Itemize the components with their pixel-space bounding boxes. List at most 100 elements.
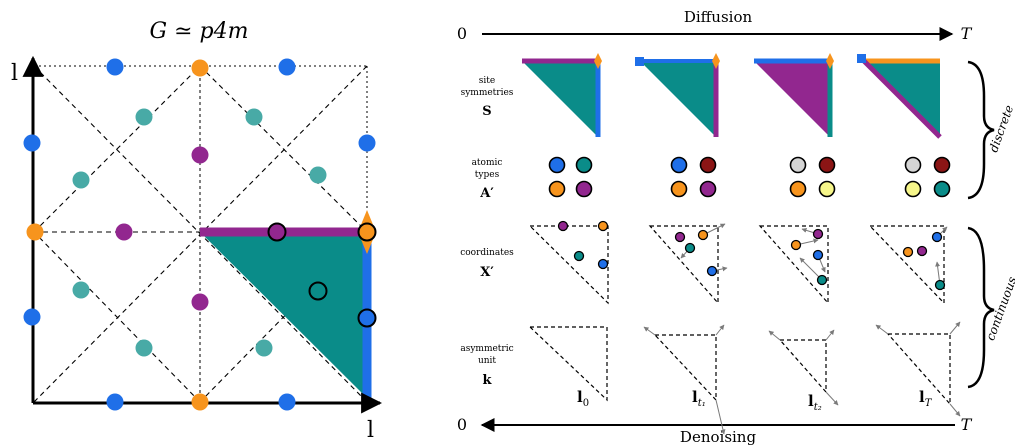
y-axis-label: l xyxy=(11,61,18,86)
row-label-coordinates: coordinates X′ xyxy=(460,248,514,280)
atom-type-orange xyxy=(670,180,688,198)
coordinates-col-1 xyxy=(528,225,609,305)
row-label-asymmetric-unit: asymmetric unit k xyxy=(460,344,513,388)
row-label-atomic-types: atomic types A′ xyxy=(472,158,503,201)
site-symmetry-col-1 xyxy=(522,53,602,137)
atom-type-purple xyxy=(699,180,717,198)
coord-atom-orange xyxy=(902,246,914,258)
coord-atom-purple xyxy=(557,220,569,232)
unit-cell-atom-teal_light xyxy=(72,281,90,299)
cell-diamond-4 xyxy=(33,65,201,233)
unit-cell-atoms xyxy=(23,58,376,411)
coordinate-atoms xyxy=(557,220,946,291)
asym-unit-col-1: l0 xyxy=(528,326,608,409)
coord-atom-purple xyxy=(812,228,824,240)
unit-cell-atom-blue xyxy=(358,134,376,152)
svg-text:S: S xyxy=(482,104,491,119)
asym-atom-orange xyxy=(357,222,377,242)
lattice-label-0: l0 xyxy=(577,388,589,409)
unit-cell-atom-blue xyxy=(278,393,296,411)
coordinates-col-2 xyxy=(648,225,719,305)
unit-cell-atom-blue xyxy=(106,393,124,411)
unit-cell-atom-orange xyxy=(191,59,209,77)
unit-cell-atom-blue xyxy=(23,134,41,152)
top-axis-start: 0 xyxy=(457,24,467,43)
bottom-axis-start: 0 xyxy=(457,415,467,434)
cell-diamond-1 xyxy=(199,65,368,233)
coord-atom-teal xyxy=(934,279,946,291)
coord-atom-purple xyxy=(674,231,686,243)
unit-cell-atom-purple xyxy=(191,293,209,311)
asym-atom-blue xyxy=(357,308,377,328)
unit-cell-atom-teal_light xyxy=(245,108,263,126)
x-axis-label: l xyxy=(367,418,374,443)
asym-unit-col-2: lt₁ xyxy=(643,324,726,435)
cell-diamond-3 xyxy=(33,231,201,403)
coordinates-col-4 xyxy=(868,225,945,305)
atom-type-red xyxy=(933,156,951,174)
unit-cell-atom-blue xyxy=(278,58,296,76)
svg-text:k: k xyxy=(482,373,492,388)
atom-type-teal xyxy=(933,180,951,198)
asymmetric-unit-region xyxy=(200,232,367,398)
atom-type-blue xyxy=(548,156,566,174)
asym-atom-teal xyxy=(308,281,328,301)
svg-text:A′: A′ xyxy=(479,186,494,201)
unit-cell-atom-orange xyxy=(191,393,209,411)
site-symmetry-col-4 xyxy=(857,54,942,139)
svg-text:types: types xyxy=(475,170,500,180)
unit-cell-atom-teal_light xyxy=(255,339,273,357)
continuous-brace xyxy=(967,226,995,389)
svg-text:site: site xyxy=(479,76,495,86)
atom-type-teal xyxy=(575,156,593,174)
atom-type-purple xyxy=(575,180,593,198)
unit-cell-atom-teal_light xyxy=(309,166,327,184)
asym-unit-col-3: lt₂ xyxy=(768,329,839,413)
atom-type-blue xyxy=(670,156,688,174)
coord-atom-orange xyxy=(790,239,802,251)
unit-cell-atom-teal_light xyxy=(135,108,153,126)
coord-atom-blue xyxy=(597,258,609,270)
diffusion-panel: Diffusion 0 T 0 T Denoising site symmetr… xyxy=(457,8,1015,446)
coord-atom-blue xyxy=(706,265,718,277)
bottom-axis-end: T xyxy=(961,415,973,434)
coord-atom-blue xyxy=(931,231,943,243)
atom-type-red xyxy=(818,156,836,174)
top-axis-end: T xyxy=(961,24,973,43)
svg-text:asymmetric: asymmetric xyxy=(460,344,513,354)
svg-text:X′: X′ xyxy=(480,265,494,280)
atom-type-orange xyxy=(789,180,807,198)
lattice-label-3: lT xyxy=(919,388,933,409)
asym-unit-col-4: lT xyxy=(875,321,961,417)
unit-cell-atom-blue xyxy=(106,58,124,76)
coord-atom-purple xyxy=(916,245,928,257)
site-symmetry-col-3 xyxy=(754,53,834,137)
svg-text:unit: unit xyxy=(478,356,496,366)
coord-atom-teal xyxy=(816,274,828,286)
lattice-label-1: lt₁ xyxy=(692,388,706,409)
unit-cell-atom-blue xyxy=(23,308,41,326)
coord-atom-teal xyxy=(573,250,585,262)
asym-unit-atoms xyxy=(267,222,377,328)
unit-cell-atom-orange xyxy=(26,223,44,241)
svg-text:atomic: atomic xyxy=(472,158,503,168)
denoising-label: Denoising xyxy=(680,428,757,446)
diffusion-label: Diffusion xyxy=(684,8,753,26)
unit-cell-panel: G ≃ p4m l l xyxy=(11,19,383,443)
unit-cell-atom-purple xyxy=(115,223,133,241)
lattice-label-2: lt₂ xyxy=(808,392,822,413)
svg-text:symmetries: symmetries xyxy=(461,88,514,98)
coord-atom-blue xyxy=(812,249,824,261)
atom-type-grid xyxy=(548,156,951,198)
unit-cell-atom-teal_light xyxy=(72,171,90,189)
coord-atom-orange xyxy=(597,220,609,232)
asym-atom-purple xyxy=(267,222,287,242)
coordinates-col-3 xyxy=(758,225,829,305)
svg-text:coordinates: coordinates xyxy=(460,248,514,258)
atom-type-orange xyxy=(548,180,566,198)
coord-atom-teal xyxy=(684,242,696,254)
unit-cell-atom-purple xyxy=(191,146,209,164)
row-label-site-symmetries: site symmetries S xyxy=(461,76,514,119)
discrete-brace xyxy=(967,60,995,200)
